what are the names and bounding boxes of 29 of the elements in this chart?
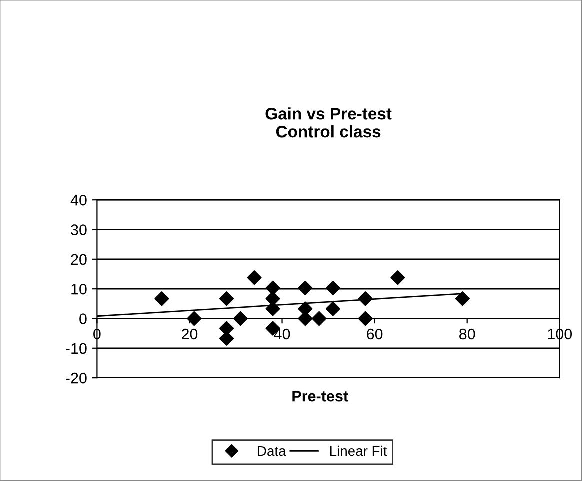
x-tick-label: 60	[367, 328, 383, 340]
y-tick-label: 30	[71, 224, 87, 236]
point	[455, 292, 470, 306]
point	[298, 280, 313, 296]
y-tick-label: -10	[66, 343, 87, 354]
legend-label: Data	[258, 446, 286, 456]
point	[326, 280, 340, 296]
x-tick-label: 40	[274, 328, 290, 340]
y-tick-label: 10	[72, 284, 87, 295]
point	[358, 292, 373, 306]
chart-title: Gain vs Pre-test Control class	[266, 108, 392, 138]
x-axis-title: Pre-test	[292, 391, 348, 402]
point	[266, 280, 280, 296]
point	[187, 311, 202, 326]
legend-label: Linear Fit	[330, 446, 388, 456]
point	[219, 292, 234, 306]
y-tick-label: 0	[80, 314, 87, 324]
point	[312, 311, 327, 326]
point	[247, 270, 262, 286]
point	[358, 311, 373, 326]
x-tick-label: 80	[460, 328, 476, 340]
point	[326, 302, 340, 316]
point	[390, 270, 406, 286]
y-tick-label: -20	[66, 372, 87, 384]
point	[233, 311, 248, 326]
y-tick-label: 40	[70, 194, 87, 206]
point	[154, 292, 170, 306]
y-tick-label: 20	[71, 254, 87, 266]
x-tick-label: 20	[182, 328, 198, 340]
